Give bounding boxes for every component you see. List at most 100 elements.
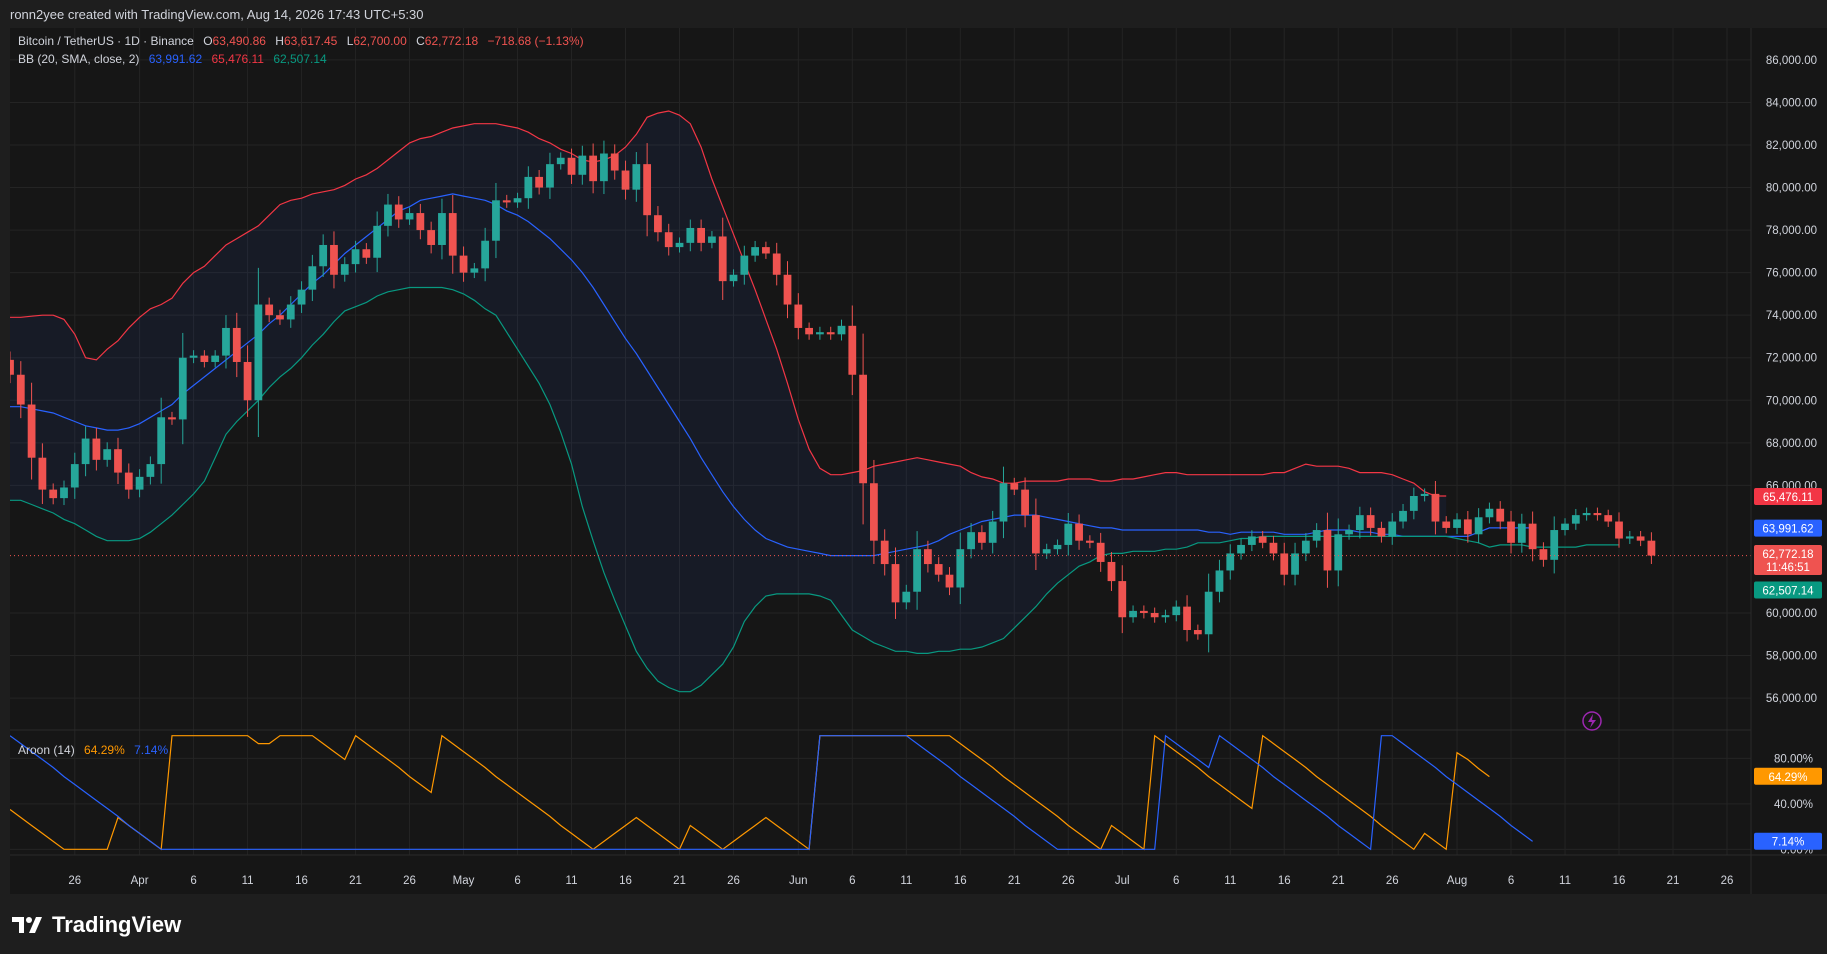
candle-63 bbox=[686, 219, 695, 252]
bb-legend[interactable]: BB (20, SMA, close, 2) 63,991.62 65,476.… bbox=[18, 52, 327, 66]
candle-49 bbox=[535, 169, 544, 195]
candle-72 bbox=[783, 261, 792, 319]
aroon-tick-label: 40.00% bbox=[1774, 799, 1813, 811]
aroon-lines bbox=[10, 734, 1533, 851]
price-tick-label: 68,000.00 bbox=[1766, 438, 1817, 450]
candle-99 bbox=[1075, 514, 1083, 550]
candle-138 bbox=[1496, 501, 1505, 530]
candle-101 bbox=[1096, 532, 1105, 572]
candle-32 bbox=[351, 240, 360, 273]
time-tick-label: 21 bbox=[1332, 875, 1345, 887]
candle-17 bbox=[189, 350, 198, 364]
candle-76 bbox=[826, 326, 835, 340]
bb-lower-value: 62,507.14 bbox=[273, 52, 327, 66]
candle-92 bbox=[999, 466, 1008, 539]
bb-upper-badge: 65,476.11 bbox=[1754, 488, 1822, 506]
candle-104 bbox=[1129, 605, 1137, 623]
candle-74 bbox=[805, 322, 813, 340]
chart-area[interactable]: 56,000.0058,000.0060,000.0066,000.0068,0… bbox=[10, 28, 1827, 894]
main-legend[interactable]: Bitcoin / TetherUS · 1D · Binance O63,49… bbox=[18, 34, 584, 48]
candle-3 bbox=[38, 443, 47, 504]
candle-68 bbox=[740, 245, 749, 285]
low-value: 62,700.00 bbox=[353, 34, 407, 48]
candle-30 bbox=[330, 231, 338, 289]
candle-142 bbox=[1539, 542, 1548, 567]
candle-57 bbox=[621, 160, 630, 200]
open-label: O bbox=[203, 34, 212, 48]
price-tick-label: 72,000.00 bbox=[1766, 353, 1817, 365]
bb-basis-value: 63,991.62 bbox=[149, 52, 203, 66]
bb-lower-badge: 62,507.14 bbox=[1754, 581, 1822, 599]
candle-105 bbox=[1139, 605, 1148, 619]
candle-107 bbox=[1161, 609, 1170, 623]
price-tick-label: 82,000.00 bbox=[1766, 140, 1817, 152]
candle-60 bbox=[654, 206, 662, 242]
candle-75 bbox=[816, 326, 824, 340]
candle-118 bbox=[1280, 542, 1289, 586]
candles bbox=[10, 140, 1656, 653]
price-tick-label: 86,000.00 bbox=[1766, 55, 1817, 67]
price-scale[interactable]: 56,000.0058,000.0060,000.0066,000.0068,0… bbox=[1766, 55, 1817, 705]
candle-100 bbox=[1085, 535, 1094, 549]
candle-127 bbox=[1377, 521, 1386, 543]
tradingview-logo[interactable]: TradingView bbox=[12, 912, 181, 938]
candle-126 bbox=[1366, 507, 1375, 536]
candle-79 bbox=[859, 333, 867, 525]
symbol-label: Bitcoin / TetherUS · 1D · Binance bbox=[18, 34, 194, 48]
aroon-label: Aroon (14) bbox=[18, 743, 75, 757]
aroon-up-line bbox=[10, 734, 1490, 851]
candle-116 bbox=[1258, 530, 1267, 549]
bb-upper-value: 65,476.11 bbox=[211, 52, 264, 66]
candle-64 bbox=[697, 219, 706, 252]
footer: TradingView bbox=[0, 894, 1827, 954]
candle-132 bbox=[1431, 481, 1440, 535]
candle-40 bbox=[438, 198, 446, 260]
close-value: 62,772.18 bbox=[425, 34, 479, 48]
candle-61 bbox=[664, 223, 673, 256]
candle-77 bbox=[837, 319, 846, 341]
candle-24 bbox=[265, 297, 274, 323]
candle-110 bbox=[1193, 624, 1202, 640]
svg-text:63,991.62: 63,991.62 bbox=[1762, 524, 1813, 536]
candle-95 bbox=[1031, 498, 1040, 571]
time-tick-label: 21 bbox=[673, 875, 686, 887]
candle-54 bbox=[589, 143, 598, 194]
candle-146 bbox=[1582, 507, 1591, 521]
candle-18 bbox=[200, 350, 209, 368]
candle-90 bbox=[977, 525, 986, 550]
candle-39 bbox=[427, 221, 436, 254]
candle-148 bbox=[1604, 509, 1613, 527]
price-tick-label: 60,000.00 bbox=[1766, 608, 1817, 620]
price-tick-label: 84,000.00 bbox=[1766, 97, 1817, 109]
candle-27 bbox=[297, 281, 306, 313]
candle-21 bbox=[232, 312, 241, 378]
time-tick-label: 16 bbox=[954, 875, 967, 887]
candle-26 bbox=[286, 296, 295, 328]
candle-0 bbox=[10, 351, 14, 384]
bb-lower-line bbox=[10, 286, 1619, 693]
candle-93 bbox=[1010, 477, 1019, 496]
candle-69 bbox=[751, 240, 760, 262]
candle-59 bbox=[643, 143, 652, 237]
time-tick-label: 11 bbox=[242, 875, 254, 887]
candle-94 bbox=[1021, 477, 1029, 528]
candle-28 bbox=[308, 254, 317, 302]
aroon-legend[interactable]: Aroon (14) 64.29% 7.14% bbox=[18, 743, 168, 757]
candle-9 bbox=[103, 442, 112, 467]
candle-98 bbox=[1064, 513, 1073, 556]
candle-13 bbox=[146, 456, 155, 485]
bb-basis-badge: 63,991.62 bbox=[1754, 519, 1822, 537]
lightning-icon[interactable] bbox=[1582, 711, 1602, 731]
time-scale[interactable]: 26 Apr 6 11 16 21 26 May 6 11 16 21 26 Jun 6 11 16 21 26 Ju… bbox=[68, 875, 1733, 887]
candle-108 bbox=[1172, 600, 1181, 622]
candle-86 bbox=[934, 557, 943, 582]
price-tick-label: 78,000.00 bbox=[1766, 225, 1817, 237]
time-tick-label: 16 bbox=[1278, 875, 1291, 887]
candle-50 bbox=[546, 152, 554, 199]
aroon-down-value: 7.14% bbox=[134, 743, 168, 757]
candle-82 bbox=[891, 547, 900, 619]
candle-141 bbox=[1528, 511, 1537, 562]
candle-96 bbox=[1042, 543, 1051, 559]
candle-53 bbox=[578, 145, 587, 185]
